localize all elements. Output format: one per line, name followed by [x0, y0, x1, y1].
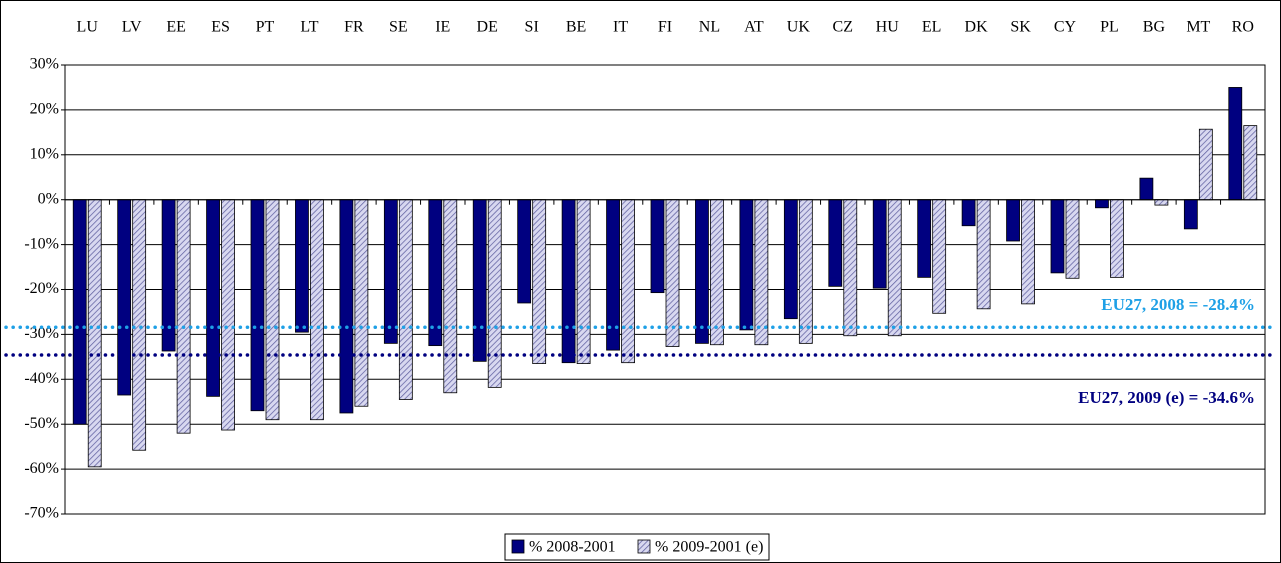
bar	[621, 199, 635, 364]
bar	[1006, 199, 1020, 242]
y-tick-label: -40%	[24, 370, 59, 387]
bar	[1065, 199, 1080, 279]
bar	[383, 199, 398, 344]
bar	[265, 199, 280, 421]
bar	[1154, 199, 1169, 206]
bar	[828, 199, 843, 287]
x-tick-label: DK	[965, 19, 989, 36]
y-tick-label: -50%	[24, 415, 59, 432]
y-tick-label: -60%	[24, 460, 59, 477]
bar	[398, 199, 413, 400]
bar	[532, 199, 547, 364]
bar	[354, 199, 369, 407]
bar	[695, 199, 709, 344]
y-tick-label: 10%	[30, 145, 59, 162]
bar	[917, 199, 932, 278]
legend-swatch	[511, 539, 525, 554]
bar	[428, 199, 443, 347]
x-tick-label: FI	[658, 19, 672, 36]
bar	[206, 199, 220, 397]
legend-swatch	[637, 539, 651, 554]
bar	[783, 199, 798, 320]
bar	[1183, 199, 1198, 230]
legend-label: % 2009-2001 (e)	[655, 539, 763, 556]
x-tick-label: FR	[344, 19, 364, 36]
bar	[932, 199, 947, 314]
x-tick-label: CY	[1054, 19, 1077, 36]
bar	[295, 199, 309, 333]
y-tick-label: -30%	[24, 325, 59, 342]
x-tick-label: CZ	[833, 19, 853, 36]
x-tick-label: ES	[211, 19, 230, 36]
x-tick-label: UK	[787, 19, 811, 36]
x-tick-label: MT	[1186, 19, 1210, 36]
reference-label: EU27, 2008 = -28.4%	[1101, 295, 1255, 314]
x-tick-label: EE	[166, 19, 186, 36]
legend-label: % 2008-2001	[529, 539, 616, 556]
x-tick-label: AT	[744, 19, 764, 36]
bar	[665, 199, 680, 347]
bar	[1050, 199, 1065, 274]
bar	[843, 199, 858, 337]
bar	[1243, 125, 1258, 201]
bar	[798, 199, 813, 344]
bar	[339, 199, 354, 414]
x-tick-label: IE	[435, 19, 450, 36]
bar	[250, 199, 265, 412]
bar	[754, 199, 769, 346]
x-tick-label: RO	[1232, 19, 1254, 36]
bar	[487, 199, 502, 388]
bar	[739, 199, 754, 331]
bar	[221, 199, 235, 431]
x-tick-label: SE	[389, 19, 408, 36]
x-tick-label: LT	[300, 19, 318, 36]
x-tick-label: DE	[477, 19, 498, 36]
y-tick-label: -70%	[24, 505, 59, 522]
bar	[72, 199, 87, 425]
bar	[310, 199, 324, 421]
y-tick-label: 30%	[30, 56, 59, 73]
bar	[472, 199, 487, 362]
x-tick-label: BE	[566, 19, 586, 36]
bar	[1021, 199, 1035, 305]
bar	[872, 199, 887, 289]
x-tick-label: LV	[122, 19, 142, 36]
x-tick-label: BG	[1143, 19, 1166, 36]
reference-label: EU27, 2009 (e) = -34.6%	[1078, 388, 1255, 407]
bar	[176, 199, 191, 434]
legend	[504, 533, 770, 561]
y-tick-label: 0%	[38, 190, 59, 207]
x-tick-label: PT	[256, 19, 275, 36]
bar	[87, 199, 102, 468]
bar	[1110, 199, 1124, 278]
y-tick-label: -20%	[24, 280, 59, 297]
bar	[1228, 87, 1243, 201]
x-tick-label: IT	[613, 19, 628, 36]
x-tick-label: HU	[876, 19, 900, 36]
y-tick-label: 20%	[30, 101, 59, 118]
bar	[1139, 177, 1154, 201]
bar	[132, 199, 147, 451]
x-tick-label: LU	[77, 19, 99, 36]
bar	[976, 199, 991, 310]
bar	[561, 199, 576, 364]
bar	[1095, 199, 1109, 209]
x-tick-label: EL	[922, 19, 942, 36]
x-tick-label: PL	[1100, 19, 1119, 36]
bar	[887, 199, 902, 337]
x-tick-label: SI	[525, 19, 539, 36]
bar	[576, 199, 591, 364]
bar	[517, 199, 532, 304]
x-tick-label: NL	[699, 19, 720, 36]
y-tick-label: -10%	[24, 235, 59, 252]
x-tick-label: SK	[1010, 19, 1031, 36]
bar	[650, 199, 665, 294]
bar	[710, 199, 724, 346]
bar	[961, 199, 976, 227]
bar	[1198, 128, 1213, 201]
bar	[117, 199, 132, 396]
bar	[443, 199, 458, 394]
